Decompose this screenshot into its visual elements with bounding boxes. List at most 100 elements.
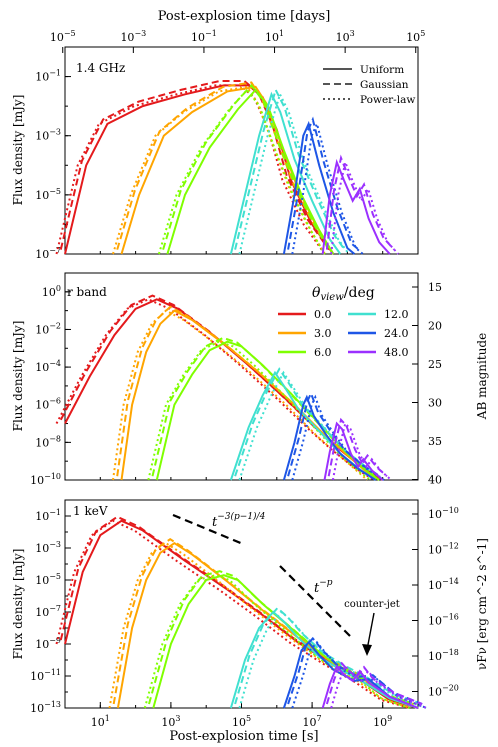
counter-jet-arrowhead — [362, 644, 372, 656]
legend-powerlaw-label: Power-law — [360, 94, 415, 106]
y-tick-label: 10−4 — [35, 359, 61, 374]
y-tick-label: 10−11 — [30, 668, 61, 683]
y2-tick-label: 10−14 — [428, 577, 459, 592]
y2-tick-label: 40 — [428, 474, 442, 487]
curve-2-4-dashed — [287, 390, 381, 478]
curve-3-2-dashed — [148, 570, 415, 705]
curve-3-3-dotted — [238, 610, 427, 709]
panel-2-label: r band — [67, 285, 107, 299]
curve-2-0-dotted — [55, 298, 375, 481]
panel-3-label: 1 keV — [73, 504, 108, 518]
slope-2-line — [279, 565, 351, 637]
legend-angle-label-48.0: 48.0 — [384, 346, 409, 359]
legend-angle-label-6.0: 6.0 — [314, 346, 332, 359]
y-tick-label: 10−2 — [35, 321, 61, 336]
top-x-tick-label: 103 — [336, 29, 355, 44]
y-tick-label: 10−6 — [35, 397, 61, 412]
legend-gaussian-label: Gaussian — [360, 79, 409, 91]
x-tick-label: 107 — [303, 714, 322, 729]
curve-1-5-solid — [321, 158, 391, 255]
panel-3-ylabel: Flux density [mJy] — [11, 549, 25, 660]
y-tick-label: 10−13 — [30, 700, 61, 715]
curve-3-1-dotted — [108, 542, 410, 709]
linestyle-legend: Uniform Gaussian Power-law — [323, 64, 415, 106]
curve-1-3-dotted — [238, 91, 350, 255]
y-tick-label: 10−3 — [35, 128, 61, 143]
curve-2-5-dashed — [327, 417, 388, 477]
curve-3-2-dotted — [143, 574, 410, 709]
y-tick-label: 10−10 — [30, 472, 61, 487]
curve-2-4-solid — [282, 394, 377, 481]
curve-2-1-dotted — [112, 309, 368, 481]
curve-3-4-dotted — [291, 640, 427, 709]
y-tick-label: 10−5 — [35, 187, 61, 202]
panel-2-y2label: AB magnitude — [475, 333, 489, 420]
curve-1-5-dotted — [330, 158, 399, 255]
curve-1-4-solid — [282, 120, 356, 255]
counter-jet-label: counter-jet — [344, 599, 400, 610]
curve-1-1-dotted — [112, 85, 326, 255]
curve-2-2-dotted — [147, 340, 372, 481]
panel-1-ylabel: Flux density [mJy] — [11, 95, 25, 206]
curve-1-5-dashed — [325, 154, 395, 251]
y-tick-label: 10−1 — [35, 69, 61, 84]
y2-tick-label: 30 — [428, 397, 442, 410]
x-tick-label: 105 — [232, 714, 251, 729]
y-tick-label: 10−3 — [35, 540, 61, 555]
x-tick-label: 103 — [161, 714, 180, 729]
curve-1-0-dotted — [55, 84, 326, 255]
curve-1-2-solid — [166, 88, 335, 255]
curve-1-4-dashed — [287, 116, 360, 251]
curve-1-3-solid — [229, 91, 342, 255]
panel-3-y2label: νFν [erg cm^-2 s^-1] — [475, 538, 489, 670]
curve-3-4-solid — [282, 640, 419, 709]
top-x-tick-label: 10−3 — [120, 29, 146, 44]
curve-1-2-dashed — [162, 83, 330, 251]
curve-3-4-dashed — [287, 636, 423, 705]
curve-2-5-solid — [323, 421, 384, 481]
top-x-tick-label: 10−5 — [50, 29, 76, 44]
curve-2-2-solid — [155, 340, 380, 481]
top-x-tick-label: 105 — [406, 29, 425, 44]
curve-2-2-dashed — [151, 336, 376, 478]
curve-2-4-dotted — [291, 394, 385, 481]
light-curves — [55, 80, 427, 709]
bottom-xlabel: Post-explosion time [s] — [169, 729, 318, 744]
legend-angle-label-12.0: 12.0 — [384, 308, 409, 321]
y-tick-label: 10−7 — [35, 604, 61, 619]
y2-tick-label: 25 — [428, 358, 442, 371]
top-x-tick-label: 101 — [265, 29, 284, 44]
curve-1-3-dashed — [234, 87, 346, 251]
legend-uniform-label: Uniform — [360, 64, 404, 76]
x-tick-label: 109 — [373, 714, 392, 729]
top-x-tick-label: 10−1 — [191, 29, 217, 44]
y-tick-label: 10−8 — [35, 434, 61, 449]
counter-jet-arrow — [366, 612, 375, 651]
curve-3-3-solid — [229, 610, 419, 709]
legend-angle-label-3.0: 3.0 — [314, 327, 332, 340]
slope-1-label: t−3(p−1)/4 — [212, 511, 266, 530]
y-tick-label: 100 — [42, 284, 61, 299]
y2-tick-label: 10−10 — [428, 506, 459, 521]
curve-2-3-dashed — [234, 367, 381, 478]
y2-tick-label: 10−18 — [428, 648, 459, 663]
legend-angle-label-0.0: 0.0 — [314, 308, 332, 321]
top-xlabel: Post-explosion time [days] — [158, 9, 331, 24]
legend-title: θview/deg — [312, 285, 375, 303]
curve-1-0-dashed — [59, 80, 330, 251]
panel-1-label: 1.4 GHz — [76, 61, 125, 75]
x-tick-label: 101 — [91, 714, 110, 729]
y2-tick-label: 35 — [428, 435, 442, 448]
y2-tick-label: 15 — [428, 281, 442, 294]
curve-3-5-dotted — [330, 664, 427, 709]
y2-tick-label: 10−12 — [428, 542, 459, 557]
slope-2-label: t−p — [314, 578, 333, 596]
curve-2-3-solid — [229, 370, 377, 481]
curve-2-5-dotted — [331, 421, 392, 481]
y2-tick-label: 10−16 — [428, 613, 459, 628]
y-tick-label: 10−5 — [35, 572, 61, 587]
curve-2-3-dotted — [238, 370, 385, 481]
y-tick-label: 10−1 — [35, 508, 61, 523]
curve-1-4-dotted — [291, 120, 364, 255]
